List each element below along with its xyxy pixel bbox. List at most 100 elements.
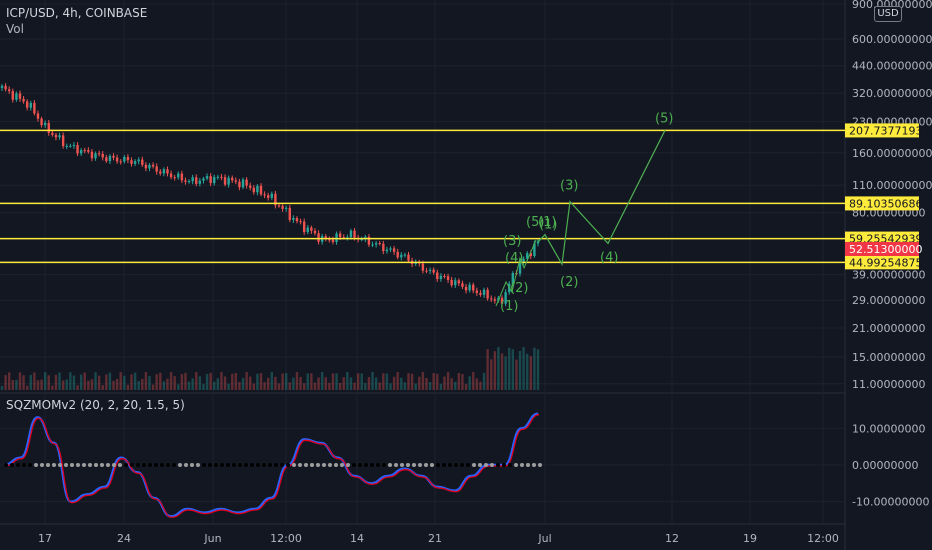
volume-bar xyxy=(162,381,166,390)
momentum-tick-label: 10.00000000 xyxy=(852,422,925,435)
candle-body xyxy=(425,270,428,272)
candle-body xyxy=(306,227,309,233)
volume-bar xyxy=(526,353,529,390)
volume-bar xyxy=(281,373,284,390)
candle-body xyxy=(529,253,533,257)
candle-body xyxy=(313,230,317,234)
candle-body xyxy=(461,283,464,287)
candle-body xyxy=(54,134,58,138)
candle-body xyxy=(432,269,435,273)
volume-bar xyxy=(385,373,389,390)
volume-bar xyxy=(97,375,101,390)
squeeze-dot xyxy=(4,463,8,467)
candle-body xyxy=(126,157,130,161)
candle-body xyxy=(479,292,482,295)
time-axis[interactable]: 17 24 Jun 12:00 14 21 Jul 12 19 12:00 xyxy=(38,532,839,545)
squeeze-dot xyxy=(136,463,140,467)
squeeze-dot xyxy=(472,463,476,467)
volume-bar xyxy=(464,384,468,390)
volume-bar xyxy=(529,356,533,390)
volume-bar xyxy=(126,384,130,390)
candle-body xyxy=(79,150,83,154)
volume-bar xyxy=(320,372,324,390)
volume-bar xyxy=(457,372,461,390)
volume-bar xyxy=(187,381,191,390)
level-tag-label: 44.99254875 xyxy=(849,256,922,269)
candle-body xyxy=(436,272,439,280)
volume-bar xyxy=(72,375,76,390)
candle-body xyxy=(216,176,220,178)
volume-bar xyxy=(378,382,381,390)
horizontal-levels[interactable] xyxy=(0,129,845,264)
candle-body xyxy=(166,169,169,174)
volume-bar xyxy=(205,373,209,390)
volume-bar xyxy=(4,375,7,390)
volume-bar xyxy=(515,359,518,390)
volume-bar xyxy=(504,356,507,390)
volume-bar xyxy=(497,347,500,390)
squeeze-dot xyxy=(190,463,194,467)
volume-bar xyxy=(267,377,270,390)
squeeze-dot xyxy=(124,463,128,467)
volume-bar xyxy=(446,372,450,390)
time-tick-label: 19 xyxy=(743,532,757,545)
candle-body xyxy=(22,98,25,102)
candle-body xyxy=(335,233,338,243)
volume-bar xyxy=(29,374,32,390)
price-tick-label: 900.00000000 xyxy=(852,0,932,11)
candle-body xyxy=(144,164,148,169)
squeeze-dot xyxy=(28,463,32,467)
candle-body xyxy=(331,239,335,243)
volume-bar xyxy=(43,372,47,390)
volume-bar xyxy=(295,372,299,390)
level-tag xyxy=(845,255,919,270)
candle-body xyxy=(288,207,291,220)
candle-body xyxy=(360,239,363,241)
volume-bar xyxy=(25,385,29,390)
candle-body xyxy=(108,155,112,162)
volume-bar xyxy=(500,353,504,390)
squeeze-dot xyxy=(160,463,164,467)
volume-bar xyxy=(486,349,489,390)
volume-bar xyxy=(241,377,245,390)
volume-bar xyxy=(360,373,363,390)
candle-body xyxy=(112,155,115,158)
candle-body xyxy=(446,276,450,280)
symbol-title[interactable]: ICP/USD, 4h, COINBASE xyxy=(6,6,148,20)
candle-body xyxy=(40,118,43,126)
volume-bar xyxy=(374,377,378,390)
candle-body xyxy=(472,284,475,291)
squeeze-dot xyxy=(322,463,326,467)
candle-body xyxy=(213,177,216,184)
price-tick-label: 440.00000000 xyxy=(852,60,932,73)
volume-bar xyxy=(227,383,230,390)
candle-body xyxy=(281,205,284,209)
volume-bar xyxy=(522,347,525,390)
candle-body xyxy=(299,221,302,223)
minor-wave-label: (1) xyxy=(538,215,556,230)
volume-bar xyxy=(349,377,353,390)
squeeze-dot xyxy=(520,463,524,467)
volume-bar xyxy=(213,381,216,390)
squeeze-dot xyxy=(274,463,278,467)
candle-body xyxy=(209,176,212,184)
volume-bar xyxy=(133,372,137,390)
candle-body xyxy=(277,205,281,207)
volume-bar xyxy=(76,385,79,390)
volume-bar xyxy=(274,376,277,390)
projection-path xyxy=(537,130,666,267)
candle-body xyxy=(263,194,266,196)
volume-label[interactable]: Vol xyxy=(6,22,24,36)
candle-body xyxy=(94,153,97,159)
currency-badge[interactable]: USD xyxy=(874,6,902,22)
last-price-label: 52.51300000 xyxy=(849,243,922,256)
squeeze-dot xyxy=(454,463,458,467)
volume-bar xyxy=(65,379,68,390)
time-tick-label: 12:00 xyxy=(270,532,302,545)
volume-bar xyxy=(130,374,133,390)
level-tag-label: 207.73771933 xyxy=(849,124,929,137)
indicator-title[interactable]: SQZMOMv2 (20, 2, 20, 1.5, 5) xyxy=(6,398,185,412)
squeeze-dot xyxy=(442,463,446,467)
